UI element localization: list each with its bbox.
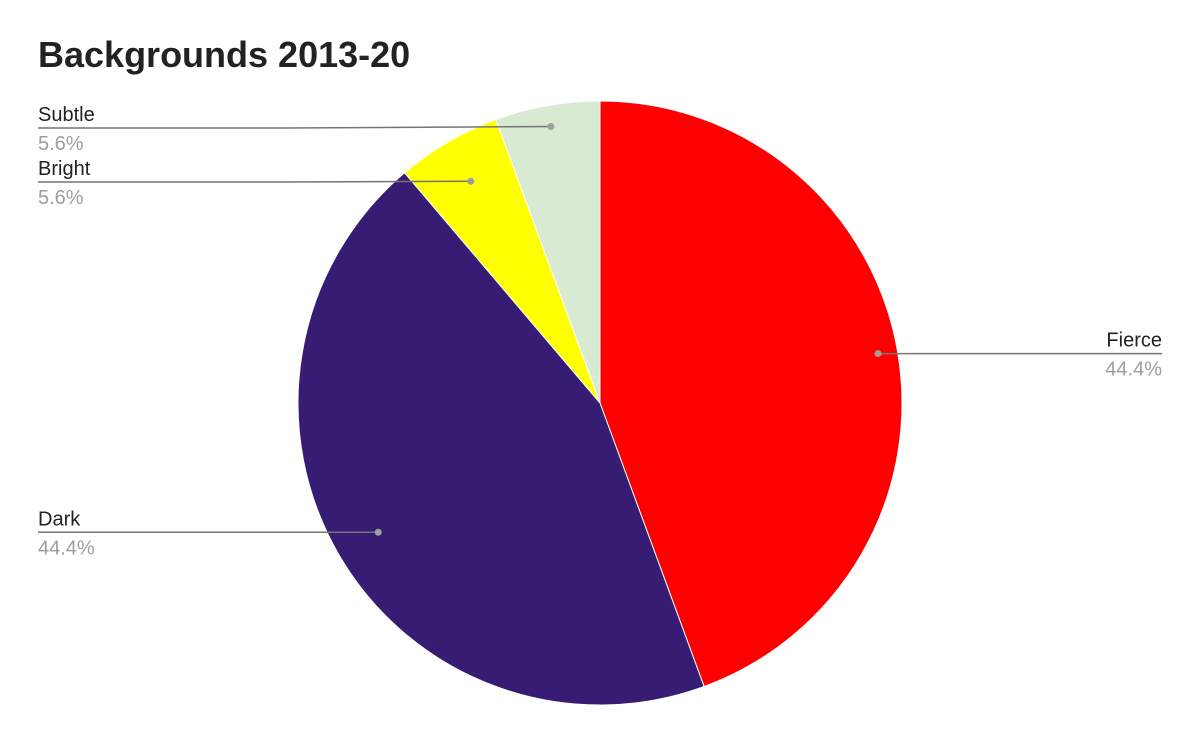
slice-label-fierce: Fierce — [1106, 330, 1162, 352]
chart-title: Backgrounds 2013-20 — [38, 34, 411, 75]
slice-percent-fierce: 44.4% — [1105, 359, 1162, 381]
pie-slices — [297, 100, 903, 706]
slice-labels: Fierce 44.4% Dark 44.4% Bright 5.6% Subtle 5.6% — [38, 104, 1162, 559]
slice-label-bright: Bright — [38, 158, 91, 180]
pie-slice-fierce — [599, 100, 903, 688]
pie-slice-dark — [297, 172, 705, 706]
callout-line-subtle — [38, 125, 551, 129]
slice-percent-dark: 44.4% — [38, 537, 95, 559]
pie-slice-subtle — [495, 100, 601, 404]
slice-percent-subtle: 5.6% — [38, 133, 84, 155]
slice-percent-bright: 5.6% — [38, 187, 84, 209]
slice-label-dark: Dark — [38, 508, 81, 530]
callout-dot-subtle — [547, 122, 555, 130]
callout-lines — [38, 122, 1162, 536]
callout-line-bright — [38, 180, 471, 183]
callout-dot-dark — [374, 528, 382, 536]
callout-dot-bright — [467, 177, 475, 185]
slice-label-subtle: Subtle — [38, 104, 95, 126]
callout-dot-fierce — [874, 350, 882, 358]
